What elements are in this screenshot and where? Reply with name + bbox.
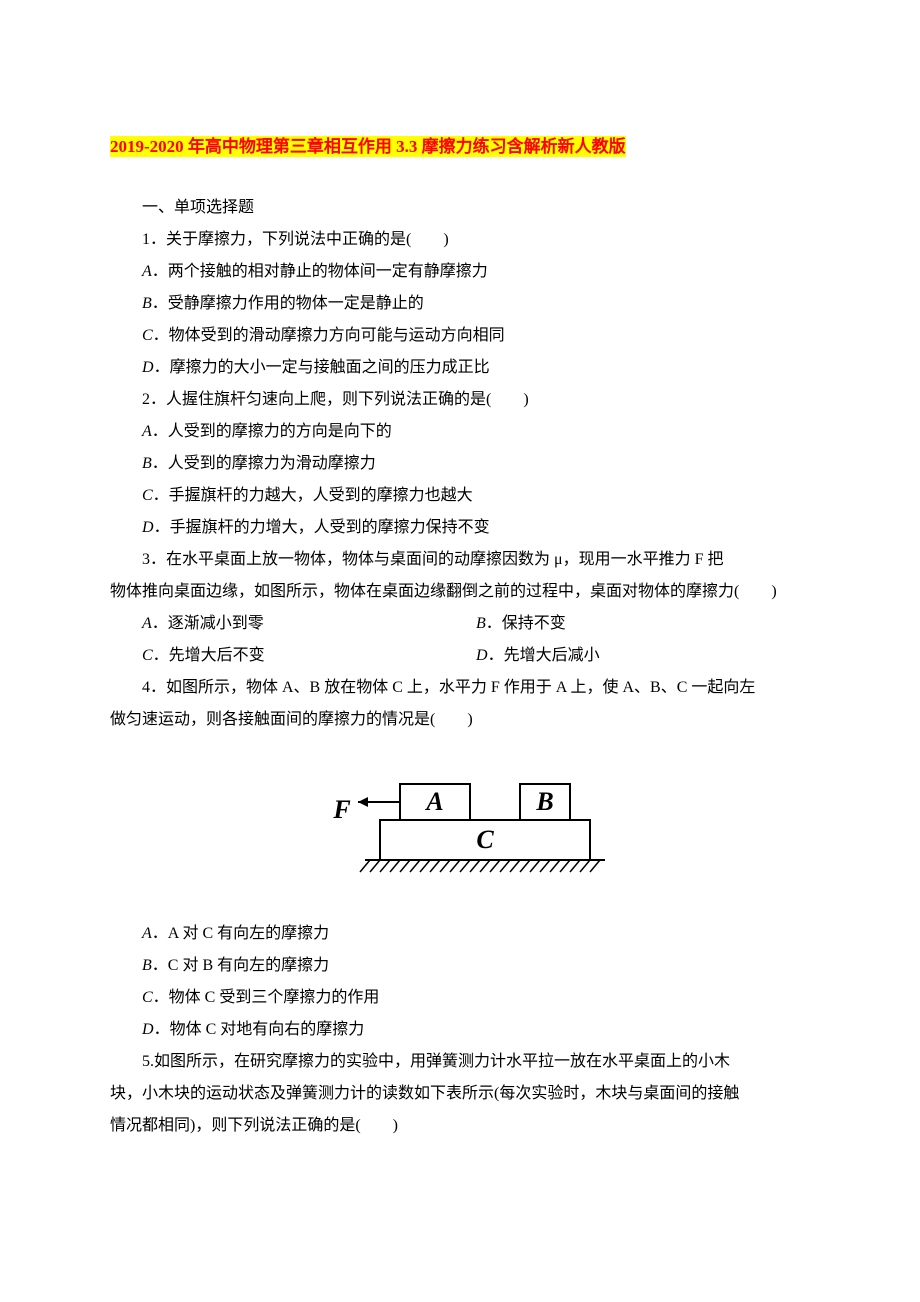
- letter-b: B: [142, 957, 152, 974]
- q2-d-text: ．手握旗杆的力增大，人受到的摩擦力保持不变: [154, 519, 490, 536]
- page-content: 2019-2020 年高中物理第三章相互作用 3.3 摩擦力练习含解析新人教版 …: [0, 0, 920, 1202]
- q3-b-text: ．保持不变: [486, 615, 566, 632]
- q3-stem-line2: 物体推向桌面边缘，如图所示，物体在桌面边缘翻倒之前的过程中，桌面对物体的摩擦力(…: [110, 576, 810, 608]
- q2-a-text: ．人受到的摩擦力的方向是向下的: [152, 423, 392, 440]
- q3-stem-line1: 3．在水平桌面上放一物体，物体与桌面间的动摩擦因数为 μ，现用一水平推力 F 把: [110, 544, 810, 576]
- q2-stem: 2．人握住旗杆匀速向上爬，则下列说法正确的是( ): [110, 384, 810, 416]
- q3-row-ab: A．逐渐减小到零 B．保持不变: [110, 608, 810, 640]
- q1-opt-d: D．摩擦力的大小一定与接触面之间的压力成正比: [110, 352, 810, 384]
- q4-b-text: ．C 对 B 有向左的摩擦力: [152, 957, 329, 974]
- q3-opt-a: A．逐渐减小到零: [110, 608, 476, 640]
- letter-c: C: [142, 327, 153, 344]
- label-c: C: [476, 825, 494, 854]
- q4-d-text: ．物体 C 对地有向右的摩擦力: [154, 1021, 365, 1038]
- q4-a-text: ．A 对 C 有向左的摩擦力: [152, 925, 329, 942]
- q1-b-text: ．受静摩擦力作用的物体一定是静止的: [152, 295, 424, 312]
- letter-d: D: [142, 519, 154, 536]
- q3-opt-d: D．先增大后减小: [476, 640, 810, 672]
- q3-c-text: ．先增大后不变: [153, 647, 265, 664]
- letter-a: A: [142, 925, 152, 942]
- section-heading: 一、单项选择题: [110, 192, 810, 224]
- q1-opt-c: C．物体受到的滑动摩擦力方向可能与运动方向相同: [110, 320, 810, 352]
- letter-b: B: [476, 615, 486, 632]
- q4-opt-a: A．A 对 C 有向左的摩擦力: [110, 918, 810, 950]
- q3-row-cd: C．先增大后不变 D．先增大后减小: [110, 640, 810, 672]
- letter-d: D: [142, 359, 154, 376]
- q1-opt-b: B．受静摩擦力作用的物体一定是静止的: [110, 288, 810, 320]
- q2-opt-a: A．人受到的摩擦力的方向是向下的: [110, 416, 810, 448]
- q2-b-text: ．人受到的摩擦力为滑动摩擦力: [152, 455, 376, 472]
- q5-stem-line2: 块，小木块的运动状态及弹簧测力计的读数如下表所示(每次实验时，木块与桌面间的接触: [110, 1078, 810, 1110]
- letter-c: C: [142, 989, 153, 1006]
- label-a: A: [424, 787, 443, 816]
- q1-opt-a: A．两个接触的相对静止的物体间一定有静摩擦力: [110, 256, 810, 288]
- q1-a-text: ．两个接触的相对静止的物体间一定有静摩擦力: [152, 263, 488, 280]
- q4-c-text: ．物体 C 受到三个摩擦力的作用: [153, 989, 380, 1006]
- q5-stem-line3: 情况都相同)，则下列说法正确的是( ): [110, 1110, 810, 1142]
- document-title: 2019-2020 年高中物理第三章相互作用 3.3 摩擦力练习含解析新人教版: [110, 136, 626, 157]
- q4-stem-line2: 做匀速运动，则各接触面间的摩擦力的情况是( ): [110, 704, 810, 736]
- q4-stem-line1: 4．如图所示，物体 A、B 放在物体 C 上，水平力 F 作用于 A 上，使 A…: [110, 672, 810, 704]
- letter-a: A: [142, 263, 152, 280]
- title-wrap: 2019-2020 年高中物理第三章相互作用 3.3 摩擦力练习含解析新人教版: [110, 130, 810, 164]
- q3-opt-c: C．先增大后不变: [110, 640, 476, 672]
- q4-opt-c: C．物体 C 受到三个摩擦力的作用: [110, 982, 810, 1014]
- letter-d: D: [142, 1021, 154, 1038]
- letter-b: B: [142, 295, 152, 312]
- q2-opt-d: D．手握旗杆的力增大，人受到的摩擦力保持不变: [110, 512, 810, 544]
- label-f: F: [332, 795, 350, 824]
- q4-opt-d: D．物体 C 对地有向右的摩擦力: [110, 1014, 810, 1046]
- q1-d-text: ．摩擦力的大小一定与接触面之间的压力成正比: [154, 359, 490, 376]
- q4-figure: C A B F: [110, 760, 810, 890]
- label-b: B: [535, 787, 553, 816]
- q3-a-text: ．逐渐减小到零: [152, 615, 264, 632]
- letter-b: B: [142, 455, 152, 472]
- q3-d-text: ．先增大后减小: [488, 647, 600, 664]
- q1-stem: 1．关于摩擦力，下列说法中正确的是( ): [110, 224, 810, 256]
- q2-opt-c: C．手握旗杆的力越大，人受到的摩擦力也越大: [110, 480, 810, 512]
- letter-a: A: [142, 615, 152, 632]
- q2-opt-b: B．人受到的摩擦力为滑动摩擦力: [110, 448, 810, 480]
- letter-c: C: [142, 647, 153, 664]
- q4-opt-b: B．C 对 B 有向左的摩擦力: [110, 950, 810, 982]
- letter-a: A: [142, 423, 152, 440]
- q5-stem-line1: 5.如图所示，在研究摩擦力的实验中，用弹簧测力计水平拉一放在水平桌面上的小木: [110, 1046, 810, 1078]
- letter-c: C: [142, 487, 153, 504]
- q1-c-text: ．物体受到的滑动摩擦力方向可能与运动方向相同: [153, 327, 505, 344]
- q3-opt-b: B．保持不变: [476, 608, 810, 640]
- blocks-diagram-icon: C A B F: [310, 760, 610, 890]
- q2-c-text: ．手握旗杆的力越大，人受到的摩擦力也越大: [153, 487, 473, 504]
- letter-d: D: [476, 647, 488, 664]
